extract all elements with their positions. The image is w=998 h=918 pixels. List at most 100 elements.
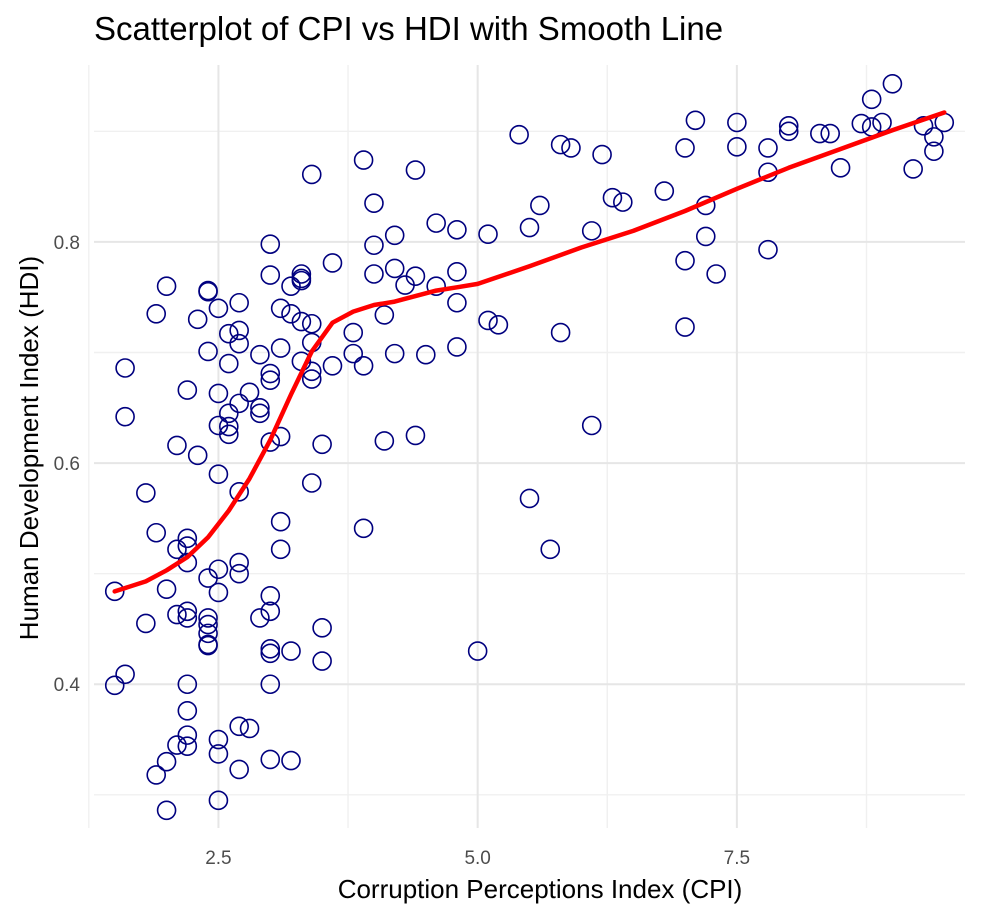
scatter-point bbox=[810, 123, 830, 144]
scatter-point bbox=[260, 643, 281, 664]
scatter-point bbox=[695, 226, 716, 247]
scatter-point bbox=[250, 344, 270, 365]
scatter-point bbox=[405, 266, 426, 287]
scatter-point bbox=[260, 265, 281, 285]
chart-title: Scatterplot of CPI vs HDI with Smooth Li… bbox=[94, 10, 723, 47]
scatter-point bbox=[426, 276, 446, 296]
scatter-point bbox=[924, 141, 944, 162]
scatter-point bbox=[903, 159, 923, 179]
scatter-point bbox=[136, 613, 156, 634]
scatter-point bbox=[405, 425, 426, 446]
scatter-point bbox=[115, 358, 135, 378]
scatter-point bbox=[229, 482, 249, 502]
scatter-point bbox=[758, 138, 778, 158]
scatter-point bbox=[187, 309, 208, 330]
scatter-point bbox=[198, 635, 218, 656]
scatter-point bbox=[260, 601, 281, 622]
scatter-point bbox=[218, 403, 239, 424]
scatter-point bbox=[851, 113, 872, 134]
scatter-point bbox=[291, 264, 312, 284]
scatter-point bbox=[208, 729, 229, 750]
scatter-point bbox=[281, 641, 301, 661]
scatter-point bbox=[229, 292, 249, 313]
scatter-point bbox=[229, 563, 249, 584]
scatter-point bbox=[447, 292, 467, 313]
scatter-point bbox=[519, 488, 540, 509]
y-tick-label: 0.6 bbox=[54, 454, 80, 475]
scatter-point bbox=[581, 221, 602, 241]
scatter-point bbox=[364, 264, 384, 284]
scatter-point bbox=[198, 623, 218, 644]
scatter-point bbox=[872, 112, 892, 133]
scatter-point bbox=[250, 608, 270, 628]
scatter-point bbox=[198, 608, 218, 628]
scatter-point bbox=[353, 355, 374, 376]
scatter-point bbox=[581, 415, 602, 436]
scatter-point bbox=[177, 700, 198, 721]
scatter-point bbox=[156, 751, 177, 772]
scatter-point bbox=[758, 239, 778, 260]
scatter-point bbox=[104, 675, 125, 696]
scatter-point bbox=[592, 144, 612, 165]
y-axis-title: Human Development Index (HDI) bbox=[14, 256, 44, 640]
scatter-point bbox=[467, 641, 488, 661]
scatter-point bbox=[301, 473, 322, 493]
scatter-point bbox=[229, 716, 249, 737]
scatter-point bbox=[270, 511, 291, 532]
scatter-point bbox=[685, 110, 706, 131]
scatter-point bbox=[706, 264, 726, 284]
scatter-point bbox=[281, 276, 301, 296]
scatter-point bbox=[312, 434, 332, 455]
scatter-point bbox=[177, 725, 198, 745]
scatter-point bbox=[270, 338, 291, 358]
scatter-point bbox=[208, 298, 229, 319]
scatter-point bbox=[830, 158, 851, 178]
scatter-point bbox=[136, 483, 156, 503]
scatter-point bbox=[519, 217, 540, 238]
scatter-point bbox=[727, 112, 747, 133]
scatter-point bbox=[229, 333, 249, 354]
scatter-point bbox=[239, 382, 260, 403]
scatter-point bbox=[239, 718, 260, 739]
scatter-point bbox=[882, 73, 903, 94]
scatter-point bbox=[156, 579, 177, 599]
scatter-point bbox=[146, 522, 167, 543]
scatter-point bbox=[218, 424, 239, 445]
scatter-point bbox=[218, 353, 239, 374]
major-gridlines bbox=[94, 65, 965, 828]
scatter-point bbox=[291, 270, 312, 291]
scatter-point bbox=[924, 127, 944, 147]
scatter-point bbox=[509, 124, 529, 145]
y-tick-label: 0.8 bbox=[54, 233, 80, 254]
scatter-point bbox=[312, 651, 332, 671]
scatter-point bbox=[198, 341, 218, 362]
scatter-point bbox=[250, 397, 270, 418]
scatter-point bbox=[208, 383, 229, 404]
scatter-point bbox=[156, 276, 177, 296]
scatter-point bbox=[260, 432, 281, 452]
scatter-point bbox=[301, 313, 322, 334]
scatter-point bbox=[374, 305, 395, 325]
x-tick-labels: 2.5 5.0 7.5 bbox=[205, 848, 750, 869]
scatter-point bbox=[727, 137, 747, 157]
scatter-point bbox=[281, 750, 301, 771]
scatter-point bbox=[364, 193, 384, 214]
scatter-point bbox=[218, 416, 239, 437]
scatter-point bbox=[250, 403, 270, 424]
scatter-point bbox=[229, 393, 249, 414]
x-tick-label: 5.0 bbox=[464, 848, 490, 869]
scatter-point bbox=[177, 380, 198, 400]
scatter-point bbox=[322, 253, 343, 273]
scatter-point bbox=[208, 559, 229, 580]
scatter-point bbox=[208, 744, 229, 764]
scatter-point bbox=[343, 322, 364, 343]
x-tick-label: 2.5 bbox=[205, 848, 231, 869]
scatter-point bbox=[353, 150, 374, 170]
scatter-point bbox=[260, 674, 281, 695]
scatter-point bbox=[343, 343, 364, 364]
scatter-point bbox=[167, 539, 187, 560]
scatter-point bbox=[187, 445, 208, 466]
scatter-point bbox=[167, 604, 187, 625]
